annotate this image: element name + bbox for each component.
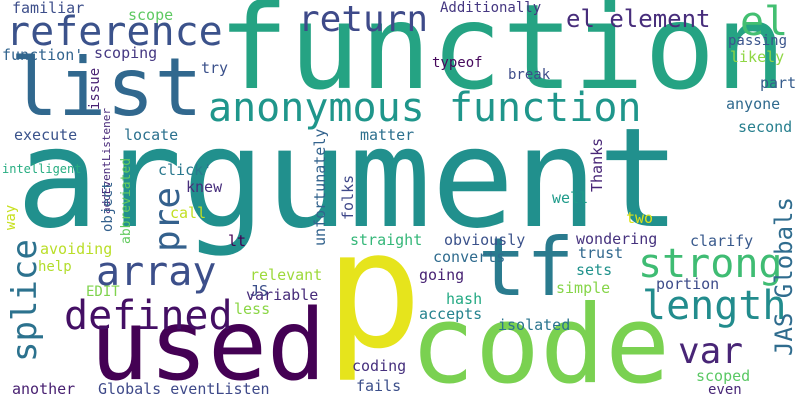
word-issue: issue bbox=[87, 67, 103, 110]
word-break: break bbox=[508, 67, 551, 83]
word-defined: defined bbox=[64, 293, 233, 339]
word-less: less bbox=[234, 300, 271, 318]
word-globals-eventlisten: Globals eventListen bbox=[98, 380, 270, 398]
word-scoping: scoping bbox=[94, 44, 158, 62]
word-splice: splice bbox=[5, 239, 45, 362]
word-array: array bbox=[96, 249, 217, 295]
word-fails: fails bbox=[356, 377, 402, 395]
word-abbreviated: abbreviated bbox=[119, 157, 134, 244]
word-additionally: Additionally bbox=[440, 0, 542, 16]
word-argument: argument bbox=[16, 98, 681, 259]
word-function-quote: function' bbox=[2, 46, 84, 64]
word-object: object bbox=[100, 181, 116, 232]
word-obviously: obviously bbox=[444, 231, 526, 249]
word-clarify: clarify bbox=[690, 232, 754, 250]
word-anonymous-function: anonymous function bbox=[208, 85, 642, 131]
word-var: var bbox=[678, 331, 744, 372]
word-straight: straight bbox=[350, 231, 423, 249]
word-simple: simple bbox=[556, 279, 611, 297]
word-el-element: el element bbox=[566, 5, 711, 33]
word-likely: likely bbox=[730, 48, 785, 66]
word-p: p bbox=[325, 197, 423, 385]
word-scope: scope bbox=[128, 6, 174, 24]
word-edit: EDIT bbox=[86, 284, 120, 300]
word-help: help bbox=[38, 259, 72, 275]
word-jas-globals: JAS Globals bbox=[770, 197, 798, 356]
word-coding: coding bbox=[352, 357, 407, 375]
word-sets: sets bbox=[576, 261, 613, 279]
word-lt: lt bbox=[228, 232, 247, 250]
word-another: another bbox=[12, 380, 76, 398]
word-matter: matter bbox=[360, 126, 415, 144]
word-two: two bbox=[626, 209, 654, 227]
word-wondering: wondering bbox=[576, 230, 658, 248]
word-thanks: Thanks bbox=[588, 137, 606, 192]
word-hash: hash bbox=[446, 290, 483, 308]
word-strong: strong bbox=[638, 241, 783, 287]
word-scoped: scoped bbox=[696, 367, 751, 385]
word-knew: knew bbox=[186, 178, 223, 196]
word-typeof: typeof bbox=[432, 55, 483, 71]
word-execute: execute bbox=[14, 126, 78, 144]
word-folks: folks bbox=[339, 174, 357, 220]
word-call: call bbox=[170, 204, 207, 222]
word-even: even bbox=[708, 382, 742, 398]
word-return: return bbox=[298, 0, 429, 40]
word-passing: passing bbox=[728, 33, 788, 49]
word-try: try bbox=[201, 59, 229, 77]
word-isolated: isolated bbox=[498, 316, 571, 334]
word-intelligent: intelligent bbox=[2, 162, 82, 176]
word-familiar: familiar bbox=[12, 0, 85, 17]
word-tf: tf bbox=[478, 221, 575, 314]
word-click-quote: click' bbox=[158, 161, 213, 179]
word-well: well bbox=[552, 189, 589, 207]
word-used: used bbox=[90, 289, 327, 400]
word-second: second bbox=[738, 118, 793, 136]
word-function: function bbox=[218, 0, 787, 116]
word-way: way bbox=[3, 204, 19, 230]
word-reference: reference bbox=[6, 9, 223, 55]
word-anyone: anyone bbox=[726, 95, 781, 113]
word-portion: portion bbox=[656, 275, 720, 293]
word-js: JS bbox=[250, 282, 269, 300]
word-locate: locate bbox=[124, 126, 179, 144]
word-accepts: accepts bbox=[419, 305, 483, 323]
word-relevant: relevant bbox=[250, 266, 323, 284]
word-part: part bbox=[760, 74, 797, 92]
word-length: length bbox=[642, 283, 787, 329]
word-converts: converts bbox=[433, 248, 506, 266]
word-avoiding: avoiding bbox=[40, 240, 113, 258]
word-list: list bbox=[10, 41, 203, 134]
word-trust: trust bbox=[578, 244, 624, 262]
word-el: el bbox=[740, 0, 789, 45]
word-unfortunately: unfortunately bbox=[311, 128, 329, 246]
word-variable: variable bbox=[246, 286, 319, 304]
word-going: going bbox=[419, 266, 465, 284]
word-code: code bbox=[410, 283, 671, 400]
